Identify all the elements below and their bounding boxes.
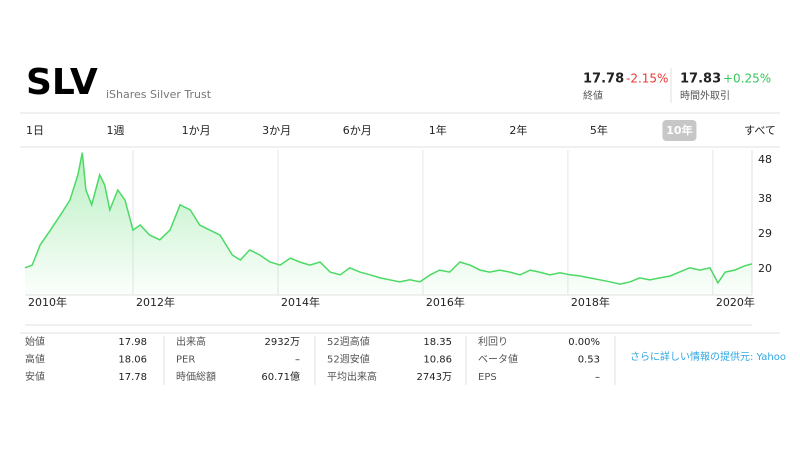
stat-value: 0.00% — [568, 337, 600, 348]
tab[interactable]: 1か月 — [182, 124, 211, 137]
stat-label: ベータ値 — [478, 353, 518, 366]
stat-label: 安値 — [25, 370, 45, 383]
stat-value: 17.78 — [118, 372, 147, 383]
stat-label: 52週高値 — [327, 335, 370, 348]
stat-value: 17.98 — [118, 337, 147, 348]
stat-value: – — [295, 355, 300, 366]
stat-label: PER — [176, 355, 195, 366]
x-tick-label: 2014年 — [281, 295, 320, 309]
stat-value: 0.53 — [578, 355, 600, 366]
x-tick-label: 2020年 — [716, 295, 755, 309]
close-label: 終値 — [583, 89, 603, 102]
close-price: 17.78 — [583, 72, 624, 87]
area — [25, 152, 752, 295]
y-tick-label: 29 — [758, 227, 772, 240]
stat-label: EPS — [478, 372, 497, 383]
stat-value: 2932万 — [265, 337, 300, 348]
after-change: +0.25% — [723, 72, 771, 86]
stat-label: 始値 — [25, 335, 45, 348]
after-price: 17.83 — [680, 72, 721, 87]
stat-value: – — [595, 372, 600, 383]
tab[interactable]: 5年 — [590, 123, 608, 137]
close-change: -2.15% — [626, 72, 668, 86]
stat-value: 60.71億 — [261, 370, 300, 383]
y-tick-label: 20 — [758, 262, 772, 275]
tab[interactable]: 6か月 — [343, 124, 372, 137]
stat-label: 出来高 — [176, 335, 206, 348]
stat-value: 2743万 — [417, 372, 452, 383]
y-tick-label: 38 — [758, 192, 772, 205]
x-tick-label: 2010年 — [28, 295, 67, 309]
tab[interactable]: 10年 — [666, 123, 692, 137]
stat-label: 52週安値 — [327, 353, 370, 366]
tab[interactable]: 1年 — [429, 123, 447, 137]
tab[interactable]: すべて — [744, 124, 776, 137]
x-tick-label: 2016年 — [426, 295, 465, 309]
tab[interactable]: 1日 — [26, 124, 44, 137]
stat-label: 利回り — [478, 336, 508, 348]
price-line — [24, 152, 753, 285]
stat-label: 平均出来高 — [327, 370, 377, 383]
symbol: SLV — [26, 62, 98, 103]
stat-label: 高値 — [25, 353, 45, 366]
x-tick-label: 2012年 — [136, 295, 175, 309]
tab[interactable]: 2年 — [509, 123, 527, 137]
tab[interactable]: 1週 — [107, 124, 125, 137]
y-tick-label: 48 — [758, 153, 772, 166]
stat-value: 10.86 — [423, 355, 452, 366]
after-label: 時間外取引 — [680, 90, 730, 102]
company-name: iShares Silver Trust — [106, 88, 212, 101]
x-tick-label: 2018年 — [571, 295, 610, 309]
source-link[interactable]: さらに詳しい情報の提供元: Yahoo — [630, 350, 786, 363]
tab[interactable]: 3か月 — [262, 124, 291, 137]
stat-label: 時価総額 — [176, 370, 216, 383]
stat-value: 18.06 — [118, 355, 147, 366]
stat-value: 18.35 — [423, 337, 452, 348]
tab-highlight — [662, 120, 697, 141]
